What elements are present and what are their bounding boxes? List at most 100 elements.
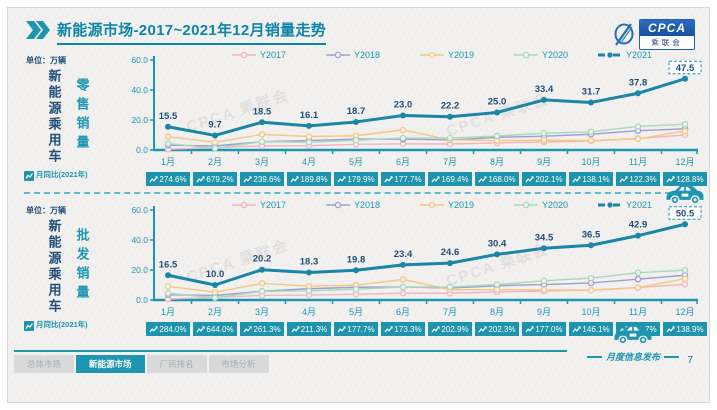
tab-overall-market[interactable]: 总体市场 — [14, 355, 75, 373]
legend-label: Y2021 — [626, 200, 652, 210]
data-label: 10.0 — [206, 269, 225, 280]
trend-up-icon — [149, 175, 158, 183]
highlight-box — [668, 206, 702, 220]
car-icon — [612, 323, 654, 350]
data-label: 25.0 — [488, 97, 507, 108]
yoy-badge: 211.3% — [287, 322, 331, 336]
data-label: 36.5 — [582, 229, 601, 240]
car-icon — [614, 325, 652, 345]
month-label: 9月 — [537, 307, 551, 317]
trend-up-icon — [196, 325, 205, 333]
trend-up-icon — [384, 325, 393, 333]
trend-up-icon — [478, 175, 487, 183]
trend-up-icon — [384, 175, 393, 183]
yoy-badge: 173.3% — [381, 322, 425, 336]
month-label: 3月 — [255, 307, 269, 317]
yoy-badge: 169.4% — [428, 172, 472, 186]
retail-yoy-badges-row: 274.6% 679.2% 239.6% 189.8% 179.9% 177.7% 169.… — [114, 172, 707, 205]
yoy-badge: 168.0% — [475, 172, 519, 186]
yoy-badge: 138.9% — [663, 322, 707, 336]
retail-line-chart: 0.0 20.0 40.0 60.0 1月 2月 3月 4月 5月 6月 7月 8月 9月 10月 11月 1… — [131, 50, 702, 167]
yoy-badge: 189.8% — [287, 172, 331, 186]
yoy-badge: 128.8% — [663, 172, 707, 186]
month-label: 12月 — [675, 307, 694, 317]
series-Y2020 — [167, 123, 686, 150]
yoy-badge: 179.9% — [334, 172, 378, 186]
data-label: 22.2 — [441, 101, 460, 112]
data-label: 16.5 — [159, 259, 178, 270]
wholesale-measure-label: 批发销量 — [74, 228, 90, 304]
unit-label: 单位：万辆 — [26, 56, 66, 65]
footer-tabs: 总体市场 新能源市场 厂商排名 市场分析 — [14, 355, 269, 373]
month-label: 5月 — [349, 157, 363, 167]
month-label: 4月 — [302, 157, 316, 167]
highlight-box — [668, 60, 702, 75]
cpca-logo: CPCA 乘联会 — [613, 19, 695, 50]
yoy-badge: 274.6% — [146, 172, 190, 186]
month-label: 4月 — [302, 307, 316, 317]
data-label: 18.3 — [300, 257, 319, 268]
y-tick-label: 60.0 — [131, 205, 148, 215]
page-number: 7 — [687, 355, 693, 366]
yoy-badge: 202.1% — [522, 172, 566, 186]
trend-chart-icon — [24, 171, 34, 181]
yoy-badge: 202.9% — [428, 322, 472, 336]
car-icon — [666, 185, 704, 205]
series-Y2019 — [167, 129, 686, 144]
month-label: 10月 — [581, 307, 600, 317]
yoy-badge: 679.2% — [193, 172, 237, 186]
yoy-badge: 261.3% — [240, 322, 284, 336]
slide: 新能源市场-2017~2021年12月销量走势 CPCA 乘联会 单位：万辆 新… — [7, 7, 710, 403]
trend-up-icon — [525, 325, 534, 333]
month-label: 3月 — [255, 157, 269, 167]
data-label: 47.5 — [676, 63, 695, 74]
yoy-badge: 138.1% — [569, 172, 613, 186]
series-Y2021 — [167, 222, 686, 287]
trend-up-icon — [291, 325, 300, 333]
y-tick-label: 40.0 — [131, 85, 148, 95]
series-Y2019 — [167, 278, 686, 293]
trend-up-icon — [525, 175, 534, 183]
trend-up-icon — [666, 175, 675, 183]
footer-rule — [14, 350, 567, 352]
month-label: 1月 — [161, 307, 175, 317]
month-label: 8月 — [490, 307, 504, 317]
data-label: 37.8 — [629, 77, 648, 88]
data-label: 9.7 — [208, 119, 221, 130]
trend-up-icon — [431, 175, 440, 183]
yoy-badge: 177.7% — [381, 172, 425, 186]
trend-up-icon — [572, 175, 581, 183]
wholesale-left-labels: 单位：万辆 新能源乘用车 批发销量 月同比(2021年) — [22, 198, 114, 340]
month-label: 2月 — [208, 307, 222, 317]
data-label: 20.2 — [253, 254, 272, 265]
cpca-swoosh-icon — [614, 22, 634, 46]
retail-chart-section: 单位：万辆 新能源乘用车 零售销量 月同比(2021年) 0.0 20.0 40.0… — [8, 48, 709, 205]
legend-label: Y2017 — [260, 50, 286, 60]
series-Y2020 — [167, 269, 686, 299]
trend-up-icon — [431, 325, 440, 333]
data-label: 24.6 — [441, 247, 460, 258]
month-label: 6月 — [396, 157, 410, 167]
month-label: 1月 — [161, 157, 175, 167]
series-Y2018 — [167, 274, 686, 297]
retail-plot: 0.0 20.0 40.0 60.0 1月 2月 3月 4月 5月 6月 7月 8月 9月 10月 11月 1… — [114, 48, 707, 205]
footer: 月度信息发布 总体市场 新能源市场 厂商排名 市场分析 7 — [8, 325, 709, 378]
tab-nev-market[interactable]: 新能源市场 — [76, 355, 145, 373]
trend-up-icon — [149, 325, 158, 333]
legend-label: Y2018 — [354, 200, 380, 210]
month-label: 12月 — [675, 157, 694, 167]
yoy-label: 月同比(2021年) — [22, 170, 114, 190]
legend-label: Y2019 — [448, 50, 474, 60]
unit-label: 单位：万辆 — [26, 206, 66, 215]
data-label: 19.8 — [347, 254, 366, 265]
data-label: 31.7 — [582, 86, 601, 97]
tab-market-analysis[interactable]: 市场分析 — [208, 355, 269, 373]
yoy-badge: 177.7% — [334, 322, 378, 336]
y-tick-label: 60.0 — [131, 55, 148, 65]
trend-up-icon — [290, 175, 299, 183]
data-label: 18.5 — [253, 106, 272, 117]
chevron-icon — [26, 21, 50, 39]
month-label: 9月 — [537, 157, 551, 167]
tab-oem-ranking[interactable]: 厂商排名 — [146, 355, 207, 373]
data-label: 23.4 — [394, 249, 413, 260]
